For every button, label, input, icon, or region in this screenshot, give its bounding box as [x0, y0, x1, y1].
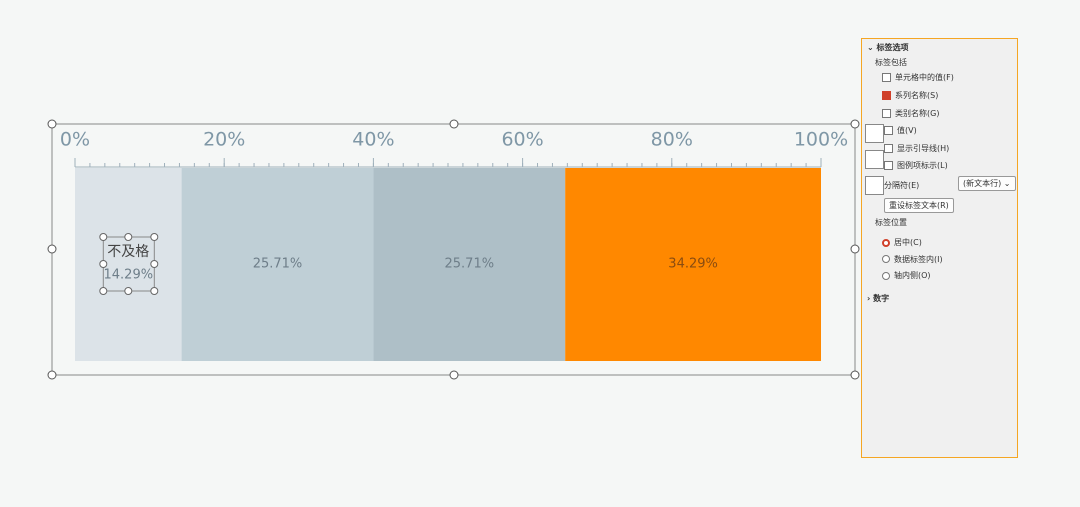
- size-icon[interactable]: [865, 176, 884, 195]
- fill-icon[interactable]: [865, 124, 884, 143]
- label-handle: [150, 287, 159, 295]
- checkbox-option[interactable]: 类别名称(G): [882, 108, 939, 119]
- format-panel: ⌄ 标签选项 标签包括 单元格中的值(F) 系列名称(S) 类别名称(G) 值(V) 显…: [861, 38, 1018, 458]
- number-section[interactable]: › 数字: [867, 294, 890, 303]
- frame-handle: [850, 244, 860, 254]
- radio-label: 轴内侧(O): [894, 271, 931, 280]
- panel-header[interactable]: ⌄ 标签选项: [867, 43, 909, 52]
- checkbox[interactable]: [882, 73, 891, 82]
- checkbox-label: 系列名称(S): [895, 91, 939, 100]
- bar-segment: [565, 168, 821, 361]
- x-tick-label: 40%: [352, 129, 394, 151]
- separator-label: 分隔符(E): [884, 181, 920, 190]
- label-handle: [124, 287, 133, 295]
- effects-icon[interactable]: [865, 150, 884, 169]
- x-tick-label: 0%: [60, 129, 90, 151]
- checkbox-label: 类别名称(G): [895, 109, 940, 118]
- frame-handle: [47, 244, 57, 254]
- group-label: 标签包括: [875, 58, 907, 67]
- separator-dropdown[interactable]: (新文本行) ⌄: [958, 176, 1016, 191]
- checkbox[interactable]: [884, 161, 893, 170]
- x-tick-label: 60%: [501, 129, 543, 151]
- checkbox-option[interactable]: 图例项标示(L): [884, 160, 948, 171]
- frame-handle: [449, 119, 459, 129]
- checkbox-option[interactable]: 单元格中的值(F): [882, 72, 954, 83]
- checkbox-label: 图例项标示(L): [897, 161, 948, 170]
- x-tick-label: 20%: [203, 129, 245, 151]
- frame-handle: [850, 370, 860, 380]
- label-handle: [99, 287, 108, 295]
- checkbox-label: 显示引导线(H): [897, 144, 950, 153]
- checkbox[interactable]: [882, 109, 891, 118]
- frame-handle: [449, 370, 459, 380]
- position-label: 标签位置: [875, 218, 907, 227]
- x-tick-label: 100%: [794, 129, 848, 151]
- series-name-label: 不及格: [107, 244, 149, 260]
- checkbox-option[interactable]: 值(V): [884, 125, 917, 136]
- radio-option[interactable]: 数据标签内(I): [882, 254, 943, 265]
- data-label: 25.71%: [253, 257, 303, 272]
- data-label: 14.29%: [104, 268, 154, 283]
- label-handle: [99, 260, 108, 268]
- label-handle: [150, 260, 159, 268]
- bar-segment: [75, 168, 182, 361]
- checkbox[interactable]: [882, 91, 891, 100]
- radio[interactable]: [882, 271, 890, 280]
- label-handle: [99, 233, 108, 241]
- data-label: 25.71%: [445, 257, 495, 272]
- radio-option[interactable]: 轴内侧(O): [882, 270, 931, 281]
- checkbox-option[interactable]: 系列名称(S): [882, 90, 938, 101]
- checkbox-label: 值(V): [897, 126, 917, 135]
- radio[interactable]: [882, 238, 890, 247]
- checkbox-label: 单元格中的值(F): [895, 73, 954, 82]
- reset-button[interactable]: 重设标签文本(R): [884, 198, 954, 213]
- x-tick-label: 80%: [651, 129, 693, 151]
- radio[interactable]: [882, 255, 890, 263]
- selection-handles: [47, 119, 860, 380]
- radio-label: 居中(C): [894, 238, 922, 247]
- checkbox[interactable]: [884, 126, 893, 135]
- checkbox-option[interactable]: 显示引导线(H): [884, 143, 949, 154]
- frame-handle: [47, 119, 57, 129]
- label-handle: [124, 233, 133, 241]
- label-handle: [150, 233, 159, 241]
- bar-segment: [181, 168, 374, 361]
- bar-segment: [373, 168, 566, 361]
- radio-option[interactable]: 居中(C): [882, 237, 922, 248]
- data-label: 34.29%: [668, 257, 718, 272]
- frame-handle: [47, 370, 57, 380]
- radio-label: 数据标签内(I): [894, 254, 943, 264]
- checkbox[interactable]: [884, 144, 893, 153]
- frame-handle: [850, 119, 860, 129]
